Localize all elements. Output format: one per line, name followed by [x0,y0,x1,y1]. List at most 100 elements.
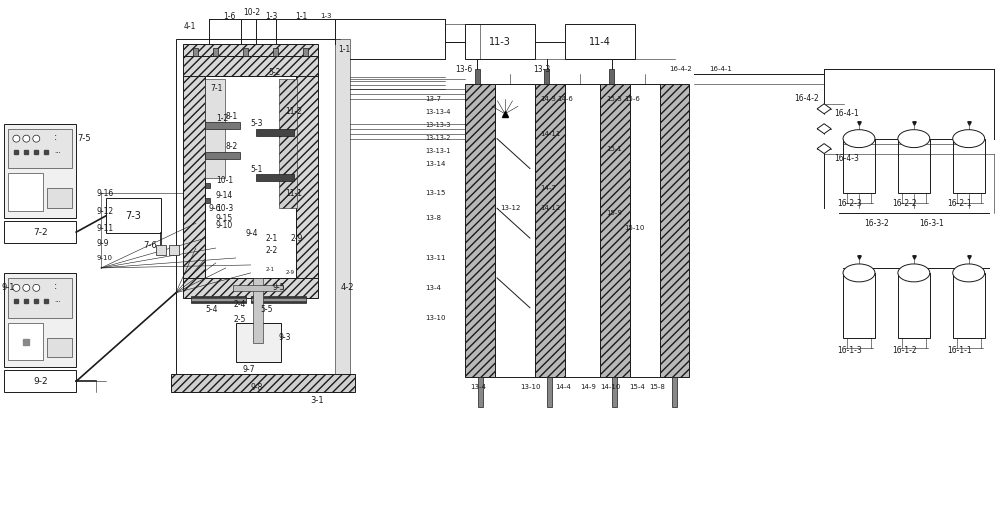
Text: 11-1: 11-1 [286,189,303,198]
Text: 14-6: 14-6 [557,96,573,102]
Text: 15-4: 15-4 [630,384,645,390]
Bar [47,338,72,358]
Text: 15-8: 15-8 [650,384,665,390]
Text: 2-4: 2-4 [234,300,246,309]
Text: 16-2-1: 16-2-1 [947,199,971,208]
Bar [843,273,875,338]
Text: 15-3: 15-3 [607,96,623,102]
Circle shape [13,284,20,291]
Bar [4,221,76,243]
Text: 2-5: 2-5 [234,315,246,324]
Bar [660,84,689,378]
Text: 5-2: 5-2 [269,68,281,76]
Bar [843,139,875,193]
Bar [898,273,930,338]
Text: 1-6: 1-6 [223,12,235,21]
Bar [279,79,297,208]
Bar [565,84,600,378]
Bar [233,285,283,291]
Bar [612,378,617,407]
Bar [465,84,495,378]
Text: 1-2: 1-2 [216,114,228,123]
Text: 13-8: 13-8 [425,215,441,221]
Text: 10-2: 10-2 [243,8,260,17]
Bar [609,69,614,84]
Text: 14-4: 14-4 [555,384,571,390]
Bar [4,273,76,367]
Text: 13-7: 13-7 [425,96,441,102]
Bar [898,139,930,193]
Text: 16-4-1: 16-4-1 [834,109,859,119]
Bar [183,74,205,278]
Text: 13-11: 13-11 [425,255,446,261]
Text: 10-3: 10-3 [216,204,233,213]
Text: 16-3-2: 16-3-2 [864,219,889,228]
Text: 9-3: 9-3 [279,333,291,342]
Ellipse shape [953,130,985,148]
Bar [8,173,43,211]
Bar [176,39,340,378]
Text: 16-4-3: 16-4-3 [834,154,859,163]
Text: 5-3: 5-3 [251,119,263,128]
Text: 9-15: 9-15 [216,214,233,223]
Bar [156,245,166,255]
Text: 13-13-1: 13-13-1 [425,148,451,153]
Text: 4-2: 4-2 [340,283,354,292]
Text: 1-3: 1-3 [266,12,278,21]
Bar [205,184,210,188]
Text: 13-4: 13-4 [470,384,486,390]
Bar [256,129,294,135]
Text: 16-2-3: 16-2-3 [837,199,862,208]
Bar [475,69,480,84]
Bar [465,24,535,59]
Text: 11-2: 11-2 [286,107,303,116]
Bar [953,139,985,193]
Bar [205,199,210,203]
Text: 14-10: 14-10 [600,384,620,390]
Text: 1-3: 1-3 [320,13,332,19]
Text: 2-9: 2-9 [291,233,303,243]
Text: :: : [54,281,57,291]
Text: 7-6: 7-6 [143,241,157,249]
Bar [47,188,72,208]
Text: 9-6: 9-6 [209,204,221,213]
Text: 16-3-1: 16-3-1 [919,219,944,228]
Bar [535,84,565,378]
Text: 8-1: 8-1 [226,112,238,121]
Text: 7-1: 7-1 [211,85,223,93]
Circle shape [13,135,20,142]
Text: 11-3: 11-3 [489,36,511,47]
Text: 9-10: 9-10 [216,221,233,230]
Ellipse shape [843,264,875,282]
Text: 14-11: 14-11 [540,131,560,136]
Bar [273,48,278,56]
Bar [630,84,660,378]
Ellipse shape [898,130,930,148]
Bar [183,56,318,76]
Text: 13-6: 13-6 [455,65,472,73]
Text: 9-5: 9-5 [273,283,285,292]
Text: 9-8: 9-8 [251,383,263,392]
Text: 13-13-2: 13-13-2 [425,134,451,141]
Circle shape [33,284,40,291]
Circle shape [33,135,40,142]
Text: 2-2: 2-2 [266,246,278,254]
Text: 9-9: 9-9 [96,239,109,248]
Bar [478,378,483,407]
Text: 1-1: 1-1 [296,12,308,21]
Bar [171,374,355,392]
Text: 7-5: 7-5 [77,134,91,143]
Text: 9-1: 9-1 [1,283,15,292]
Bar [4,124,76,218]
Text: 15-9: 15-9 [607,210,623,216]
Bar [600,84,630,378]
Text: 2-1: 2-1 [266,233,278,243]
Text: 16-1-2: 16-1-2 [892,346,917,355]
Text: 1-1: 1-1 [338,45,351,54]
Bar [193,48,198,56]
Text: 9-10: 9-10 [96,255,112,261]
Text: 15-1: 15-1 [607,146,623,151]
Bar [296,74,318,278]
Polygon shape [817,104,831,114]
Bar [183,44,318,56]
